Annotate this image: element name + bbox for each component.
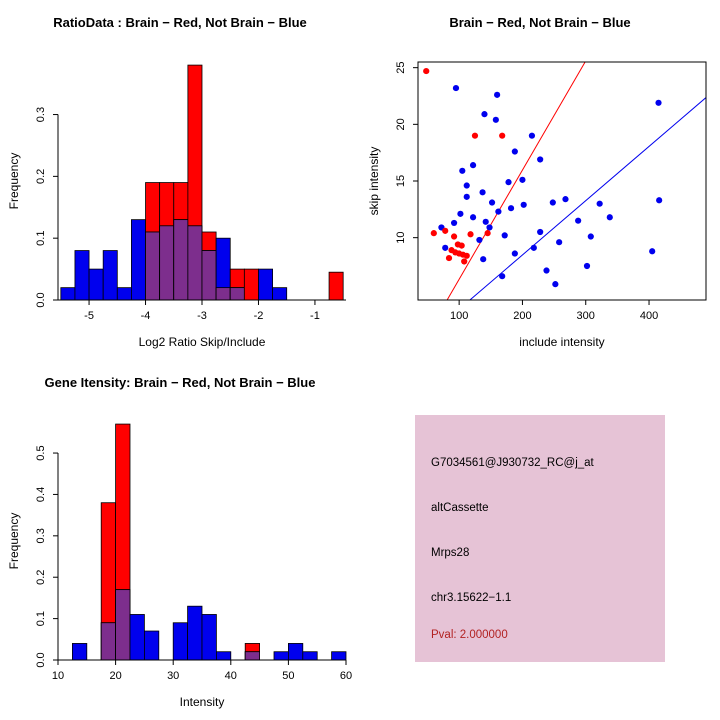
probe-id-text: G7034561@J930732_RC@j_at <box>431 457 594 469</box>
svg-text:20: 20 <box>109 670 121 682</box>
svg-text:Frequency: Frequency <box>7 513 21 570</box>
svg-text:400: 400 <box>640 310 658 322</box>
svg-text:20: 20 <box>395 118 407 130</box>
svg-text:0.0: 0.0 <box>35 652 47 667</box>
svg-text:0.1: 0.1 <box>35 611 47 626</box>
locus-text: chr3.15622−1.1 <box>431 592 512 604</box>
svg-text:0.1: 0.1 <box>35 231 47 246</box>
svg-text:200: 200 <box>513 310 531 322</box>
svg-text:0.5: 0.5 <box>35 445 47 460</box>
gene-info-box: G7034561@J930732_RC@j_at altCassette Mrp… <box>415 415 665 662</box>
svg-text:-3: -3 <box>197 310 207 322</box>
svg-text:25: 25 <box>395 62 407 74</box>
ratio-histogram-title: RatioData : Brain − Red, Not Brain − Blu… <box>53 15 307 30</box>
svg-text:50: 50 <box>282 670 294 682</box>
svg-text:include intensity: include intensity <box>519 335 604 349</box>
svg-text:0.4: 0.4 <box>35 487 47 502</box>
svg-text:Log2 Ratio Skip/Include: Log2 Ratio Skip/Include <box>139 335 266 349</box>
svg-text:-2: -2 <box>254 310 264 322</box>
svg-text:10: 10 <box>395 232 407 244</box>
svg-text:60: 60 <box>340 670 352 682</box>
gene-name-text: Mrps28 <box>431 547 470 559</box>
svg-text:-1: -1 <box>310 310 320 322</box>
panel-gene-info: G7034561@J930732_RC@j_at altCassette Mrp… <box>360 360 720 720</box>
svg-text:300: 300 <box>577 310 595 322</box>
pval-text: Pval: 2.000000 <box>431 629 508 641</box>
svg-text:0.2: 0.2 <box>35 169 47 184</box>
svg-text:100: 100 <box>450 310 468 322</box>
svg-text:Intensity: Intensity <box>180 695 225 709</box>
ratio-histogram-plot: -5 -4 -3 -2 -1 0.0 0.1 0.2 0.3 Log2 Ratio Skip/In… <box>7 64 346 349</box>
svg-text:15: 15 <box>395 175 407 187</box>
svg-text:0.2: 0.2 <box>35 570 47 585</box>
intensity-scatter-plot: 100 200 300 400 10 15 20 25 include intensity ski… <box>367 61 707 349</box>
gene-intensity-histogram-plot: 10 20 30 40 50 60 0.0 0.1 0.2 0.3 0.4 0.5 Intensity F… <box>7 423 352 709</box>
svg-text:-4: -4 <box>141 310 151 322</box>
svg-text:30: 30 <box>167 670 179 682</box>
svg-text:0.0: 0.0 <box>35 292 47 307</box>
panel-gene-intensity-histogram: Gene Itensity: Brain − Red, Not Brain − … <box>0 360 360 720</box>
gene-intensity-histogram-title: Gene Itensity: Brain − Red, Not Brain − … <box>44 375 316 390</box>
svg-text:10: 10 <box>52 670 64 682</box>
svg-text:-5: -5 <box>84 310 94 322</box>
panel-ratio-histogram: RatioData : Brain − Red, Not Brain − Blu… <box>0 0 360 360</box>
intensity-scatter-title: Brain − Red, Not Brain − Blue <box>449 15 631 30</box>
splice-type-text: altCassette <box>431 502 489 514</box>
svg-text:0.3: 0.3 <box>35 107 47 122</box>
svg-text:skip intensity: skip intensity <box>367 147 381 216</box>
svg-text:Frequency: Frequency <box>7 153 21 210</box>
svg-text:0.3: 0.3 <box>35 528 47 543</box>
svg-text:40: 40 <box>225 670 237 682</box>
panel-intensity-scatter: Brain − Red, Not Brain − Blue 100 200 300 4… <box>360 0 720 360</box>
